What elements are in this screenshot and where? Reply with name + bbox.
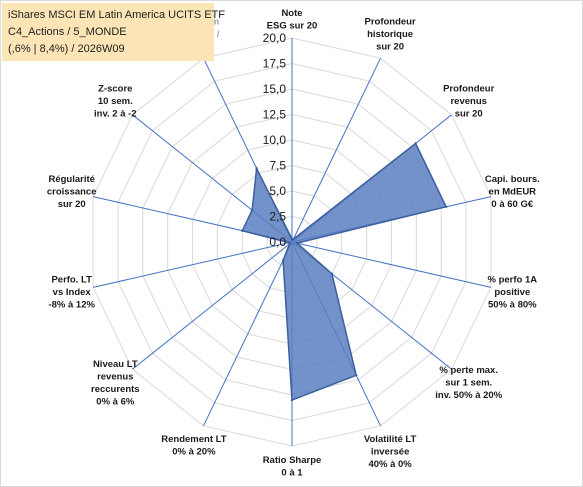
axis-label-4-line-3: 0 à 60 G€ (491, 199, 533, 210)
info-title: iShares MSCI EM Latin America UCITS ETF (8, 9, 225, 21)
tick-label-6: 12,5 (263, 108, 287, 122)
axis-label-10-line-2: revenus (97, 371, 133, 382)
tick-label-9: 20,0 (263, 31, 287, 45)
data-point-13 (250, 209, 254, 212)
axis-label-12-line-2: croissance (47, 187, 97, 198)
data-point-8 (290, 398, 294, 402)
data-point-2 (292, 238, 295, 241)
info-box: iShares MSCI EM Latin America UCITS ETF … (2, 3, 225, 61)
tick-label-7: 15,0 (263, 82, 287, 96)
axis-label-3-line-3: sur 20 (455, 108, 483, 119)
axis-label-12-line-1: Régularité (48, 174, 94, 185)
data-point-12 (241, 229, 244, 232)
axis-label-9: Rendement LT 0% à 20% (161, 434, 226, 458)
tick-label-5: 10,0 (263, 133, 287, 147)
axis-label-7-line-1: Volatilité LT (364, 434, 417, 445)
axis-label-6: % perte max. sur 1 sem. inv. 50% à 20% (435, 365, 502, 401)
data-point-4 (444, 205, 448, 208)
tick-label-4: 7,5 (269, 159, 286, 173)
axis-label-2: Profondeur historique sur 20 (364, 16, 415, 52)
spoke-2 (291, 57, 381, 243)
axis-label-11-line-2: vs Index (53, 287, 92, 298)
axis-label-12: Régularité croissance sur 20 (47, 174, 97, 210)
spoke-10 (132, 241, 293, 370)
info-category: C4_Actions / 5_MONDE (8, 26, 127, 38)
axis-label-12-line-3: sur 20 (58, 199, 86, 210)
axis-label-8: Ratio Sharpe 0 à 1 (263, 455, 322, 479)
axis-label-11: Perfo. LT vs Index -8% à 12% (48, 275, 95, 311)
axis-label-10-line-3: reccurents (91, 384, 140, 395)
axis-label-8-line-1: Ratio Sharpe (263, 455, 322, 466)
axis-label-13-line-3: inv. 2 à -2 (94, 108, 137, 119)
tick-label-2: 2,5 (269, 210, 286, 224)
axis-label-3-line-2: revenus (450, 96, 486, 107)
axis-label-7-line-2: inversée (371, 447, 410, 458)
spoke-9 (203, 241, 293, 427)
tick-label-3: 5,0 (269, 184, 286, 198)
data-point-14 (255, 167, 258, 170)
axis-label-13: Z-score 10 sem. inv. 2 à -2 (94, 83, 137, 119)
axis-label-2-line-3: sur 20 (376, 41, 404, 52)
data-point-6 (330, 272, 334, 275)
axis-label-5: % perfo 1A positive 50% à 80% (487, 275, 537, 311)
axis-label-5-line-1: % perfo 1A (487, 275, 537, 286)
axis-label-4-line-1: Capi. bours. (485, 174, 540, 185)
axis-label-1-line-1: Note (281, 8, 302, 19)
axis-label-10-line-1: Niveau LT (93, 359, 138, 370)
axis-label-11-line-1: Perfo. LT (51, 275, 92, 286)
axis-label-10-line-4: 0% à 6% (96, 396, 135, 407)
data-point-7 (355, 374, 358, 377)
axis-label-3-line-1: Profondeur (443, 83, 494, 94)
axis-label-5-line-3: 50% à 80% (488, 300, 537, 311)
axis-label-9-line-2: 0% à 20% (172, 447, 216, 458)
data-point-3 (414, 142, 417, 145)
data-point-11 (287, 241, 291, 244)
data-point-9 (281, 259, 285, 262)
info-stats: (,6% | 8,4%) / 2026W09 (8, 43, 125, 55)
axis-label-6-line-1: % perte max. (439, 365, 498, 376)
axis-label-1-line-2: ESG sur 20 (267, 21, 318, 32)
axis-label-11-line-3: -8% à 12% (48, 300, 95, 311)
axis-label-3: Profondeur revenus sur 20 (443, 83, 494, 119)
axis-label-4: Capi. bours. en MdEUR 0 à 60 G€ (485, 174, 540, 210)
axis-label-layer: Note ESG sur 20 Profondeur historique sur 20… (47, 8, 540, 479)
axis-label-7-line-3: 40% à 0% (368, 459, 412, 470)
axis-label-6-line-3: inv. 50% à 20% (435, 390, 502, 401)
axis-label-13-line-1: Z-score (98, 83, 132, 94)
axis-label-5-line-2: positive (494, 287, 530, 298)
spoke-5 (291, 241, 492, 288)
axis-label-8-line-2: 0 à 1 (281, 468, 303, 479)
axis-label-2-line-2: historique (367, 29, 413, 40)
axis-label-2-line-1: Profondeur (364, 16, 415, 27)
axis-label-7: Volatilité LT inversée 40% à 0% (364, 434, 417, 470)
tick-label-1: 0,0 (269, 235, 286, 249)
axis-label-10: Niveau LT revenus reccurents 0% à 6% (91, 359, 140, 408)
tick-label-8: 17,5 (263, 57, 287, 71)
axis-label-6-line-2: sur 1 sem. (445, 378, 492, 389)
series-layer (241, 142, 448, 402)
spoke-11 (92, 241, 293, 288)
axis-label-4-line-2: en MdEUR (489, 187, 537, 198)
axis-label-1: Note ESG sur 20 (267, 8, 318, 32)
axis-label-13-line-2: 10 sem. (98, 96, 133, 107)
tick-label-layer: 0,0 2,5 5,0 7,5 10,0 12,5 15,0 17,5 20,0 (263, 31, 287, 249)
data-point-5 (295, 241, 299, 245)
axis-label-9-line-1: Rendement LT (161, 434, 226, 445)
